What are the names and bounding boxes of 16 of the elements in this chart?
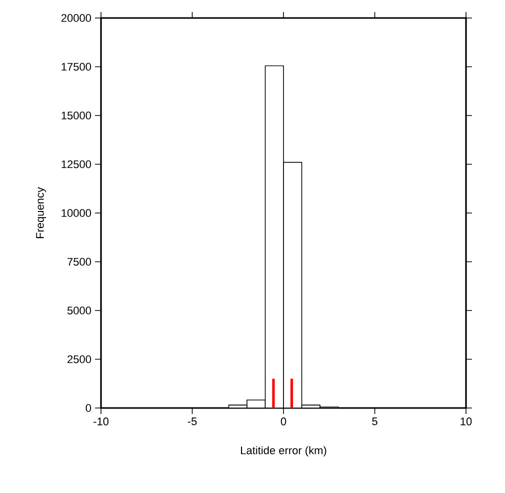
x-tick-label: -10 xyxy=(94,418,109,426)
y-tick-label: 17500 xyxy=(62,62,92,71)
x-tick-label: 5 xyxy=(372,418,378,426)
x-tick-label: 0 xyxy=(280,418,286,426)
y-axis-title: Frequency xyxy=(36,187,46,238)
y-tick-label: 2500 xyxy=(68,355,92,364)
y-tick-label: 5000 xyxy=(67,306,92,314)
y-tick-label: 7500 xyxy=(68,258,92,266)
y-tick-label: 0 xyxy=(86,404,92,412)
y-tick-label: 12500 xyxy=(62,160,92,168)
x-axis-title: Latitide error (km) xyxy=(241,446,326,456)
y-tick-label: 20000 xyxy=(61,14,92,22)
x-tick-label: 10 xyxy=(460,418,472,426)
y-tick-label: 10000 xyxy=(62,209,92,217)
x-tick-label: -5 xyxy=(188,418,197,426)
y-tick-label: 15000 xyxy=(62,112,92,120)
